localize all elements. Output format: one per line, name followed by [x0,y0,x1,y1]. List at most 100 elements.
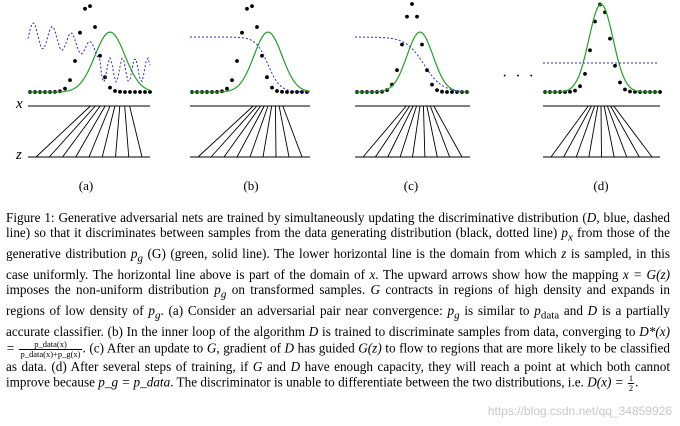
data-dot-b [275,89,279,93]
data-dot-a [128,90,132,94]
data-dot-c [415,14,419,19]
generator-curve-d [543,3,659,93]
data-dot-a [133,90,137,94]
x-axis-label: x [16,96,23,112]
gan-training-figure [27,2,662,158]
data-dot-a [138,90,142,94]
mapping-arrow-c-0 [362,105,407,158]
mapping-arrow-b-7 [278,105,290,158]
mapping-arrow-b-2 [223,105,261,158]
data-dot-b [300,90,304,94]
discriminator-curve-b [190,36,310,93]
data-dot-b [265,75,269,80]
data-dot-d [623,87,627,92]
panel-label-b: (b) [243,178,259,193]
panel-label-d: (d) [593,178,609,193]
data-dot-a [118,89,122,94]
data-dot-c [410,2,414,6]
mapping-arrow-c-3 [399,105,417,158]
data-dot-a [93,25,97,29]
mapping-arrow-a-0 [35,105,91,158]
mapping-arrow-a-6 [115,105,121,158]
mapping-arrow-c-2 [387,105,414,158]
data-dot-d [613,63,617,68]
figure-caption: Figure 1: Generative adversarial nets ar… [6,210,671,393]
data-dot-b [295,90,299,94]
mapping-arrow-d-4 [600,105,602,158]
discriminator-curve-a [27,22,151,84]
data-dot-d [578,84,582,89]
mapping-arrow-c-6 [426,105,438,158]
data-dot-c [395,68,399,72]
z-axis-label: z [16,147,22,163]
data-dot-c [450,90,454,94]
data-dot-d [583,72,587,76]
mapping-arrow-a-8 [129,105,143,158]
data-dot-a [123,90,127,94]
mapping-arrow-d-8 [613,105,653,158]
mapping-arrow-d-2 [575,105,596,158]
ellipsis: · · · [502,68,536,85]
data-dot-d [628,89,632,94]
generator-curve-a [28,31,151,93]
generator-curve-c [355,31,470,93]
mapping-arrow-b-5 [262,105,273,158]
data-dot-b [235,59,239,63]
panel-label-c: (c) [403,178,419,193]
data-dot-a [83,6,87,11]
mapping-arrow-c-8 [433,105,463,158]
data-dot-a [63,86,67,91]
data-dot-a [108,85,112,90]
data-dot-c [430,82,434,87]
data-dot-d [588,48,592,53]
mapping-arrow-a-1 [48,105,96,158]
data-dot-a [113,89,117,93]
data-dot-b [245,6,249,11]
mapping-arrow-d-5 [603,105,615,158]
data-dot-b [280,89,284,94]
mapping-arrow-c-4 [412,105,421,158]
data-dot-a [88,4,92,8]
data-dot-b [225,86,229,91]
data-dot-d [593,19,597,24]
data-dot-b [230,78,234,82]
data-dot-a [143,90,147,94]
figure-panels [27,2,662,158]
data-dot-b [240,30,244,35]
mapping-arrow-b-3 [236,105,265,158]
mapping-arrow-a-2 [62,105,101,158]
mapping-arrow-b-4 [249,105,269,158]
data-dot-d [618,80,622,85]
mapping-arrow-b-1 [210,105,258,158]
mapping-arrow-b-0 [197,105,254,158]
panel-label-a: (a) [78,178,94,193]
mapping-arrow-a-4 [88,105,111,158]
dstar-fraction: p_data(x) p_data(x)+p_g(x) [19,338,82,359]
data-dot-b [260,53,264,58]
data-dot-c [440,89,444,94]
data-dot-a [73,59,77,63]
mapping-arrow-a-3 [75,105,106,158]
data-dot-c [420,42,424,47]
data-dot-a [148,90,152,94]
data-dot-b [285,90,289,94]
mapping-arrow-d-3 [588,105,599,158]
data-dot-c [445,90,449,94]
mapping-arrow-b-6 [274,105,277,158]
data-dot-a [78,30,82,35]
data-dot-d [573,88,577,93]
watermark: https://blog.csdn.net/qq_34859926 [487,404,672,418]
mapping-arrow-c-7 [429,105,451,158]
data-dot-c [425,68,429,72]
data-dot-d [568,89,572,94]
data-dot-c [400,42,404,47]
generator-curve-b [190,31,311,93]
data-dot-d [608,36,612,41]
mapping-arrow-b-8 [282,105,303,158]
mapping-arrow-d-7 [610,105,640,158]
mapping-arrow-a-7 [124,105,130,158]
discriminator-curve-c [355,36,470,93]
data-dot-d [658,90,662,94]
mapping-arrow-d-6 [606,105,628,158]
